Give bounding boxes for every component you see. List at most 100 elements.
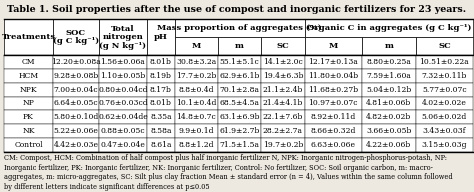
Bar	[53, 124, 99, 138]
Text: 8.19b: 8.19b	[150, 72, 172, 80]
Bar	[416, 37, 473, 55]
Text: 4.82±0.02b: 4.82±0.02b	[366, 113, 411, 121]
Text: 5.80±0.10d: 5.80±0.10d	[54, 113, 99, 121]
Bar	[147, 97, 174, 110]
Bar	[416, 83, 473, 97]
Text: 21.4±4.1b: 21.4±4.1b	[263, 99, 303, 108]
Text: 5.04±0.12b: 5.04±0.12b	[366, 86, 411, 94]
Bar	[362, 83, 416, 97]
Text: 4.81±0.06b: 4.81±0.06b	[366, 99, 411, 108]
Text: 68.5±4.5a: 68.5±4.5a	[219, 99, 260, 108]
Bar	[362, 138, 416, 152]
Bar	[362, 37, 416, 55]
Bar	[261, 138, 305, 152]
Bar	[305, 110, 362, 124]
Text: NPK: NPK	[19, 86, 37, 94]
Text: 12.17±0.13a: 12.17±0.13a	[308, 58, 358, 66]
Bar	[99, 97, 147, 110]
Text: 11.80±0.04b: 11.80±0.04b	[308, 72, 358, 80]
Text: 4.22±0.06b: 4.22±0.06b	[366, 141, 411, 149]
Text: 7.59±1.60a: 7.59±1.60a	[366, 72, 411, 80]
Text: 10.51±0.22a: 10.51±0.22a	[419, 58, 469, 66]
Bar	[147, 19, 174, 55]
Text: 0.47±0.04e: 0.47±0.04e	[100, 141, 146, 149]
Bar	[174, 110, 218, 124]
Text: 8.17b: 8.17b	[150, 86, 172, 94]
Bar	[4, 69, 53, 83]
Text: 9.9±0.1d: 9.9±0.1d	[179, 127, 214, 135]
Text: pH: pH	[154, 33, 168, 41]
Bar	[53, 110, 99, 124]
Bar	[261, 97, 305, 110]
Text: 1.10±0.05b: 1.10±0.05b	[100, 72, 146, 80]
Bar	[362, 55, 416, 69]
Bar	[99, 19, 147, 55]
Text: 11.68±0.27b: 11.68±0.27b	[308, 86, 358, 94]
Bar	[174, 83, 218, 97]
Text: NK: NK	[22, 127, 35, 135]
Bar	[147, 124, 174, 138]
Bar	[305, 124, 362, 138]
Bar	[305, 138, 362, 152]
Text: PK: PK	[23, 113, 34, 121]
Bar	[218, 55, 261, 69]
Bar	[53, 97, 99, 110]
Text: 71.5±1.5a: 71.5±1.5a	[219, 141, 260, 149]
Bar	[416, 124, 473, 138]
Text: M: M	[191, 42, 201, 50]
Bar	[305, 69, 362, 83]
Bar	[261, 69, 305, 83]
Bar	[218, 83, 261, 97]
Text: Treatments: Treatments	[1, 33, 55, 41]
Text: 6.64±0.05c: 6.64±0.05c	[54, 99, 98, 108]
Text: 8.66±0.32d: 8.66±0.32d	[310, 127, 356, 135]
Bar	[147, 138, 174, 152]
Bar	[362, 124, 416, 138]
Bar	[261, 37, 305, 55]
Bar	[147, 110, 174, 124]
Text: 8.01b: 8.01b	[150, 58, 172, 66]
Text: 7.00±0.04c: 7.00±0.04c	[54, 86, 98, 94]
Bar	[4, 55, 53, 69]
Bar	[147, 69, 174, 83]
Bar	[4, 124, 53, 138]
Bar	[174, 97, 218, 110]
Text: M: M	[328, 42, 338, 50]
Bar	[218, 69, 261, 83]
Bar	[305, 55, 362, 69]
Text: 0.76±0.03cd: 0.76±0.03cd	[98, 99, 148, 108]
Bar	[174, 124, 218, 138]
Text: 22.1±7.6b: 22.1±7.6b	[263, 113, 303, 121]
Text: CM: CM	[22, 58, 35, 66]
Text: 62.9±6.1b: 62.9±6.1b	[219, 72, 260, 80]
Bar	[99, 83, 147, 97]
Bar	[261, 55, 305, 69]
Text: 8.35a: 8.35a	[150, 113, 172, 121]
Text: 1.56±0.06a: 1.56±0.06a	[100, 58, 146, 66]
Bar	[53, 138, 99, 152]
Text: 5.77±0.07c: 5.77±0.07c	[422, 86, 467, 94]
Text: 8.92±0.11d: 8.92±0.11d	[310, 113, 356, 121]
Bar	[416, 69, 473, 83]
Bar	[218, 138, 261, 152]
Text: 9.28±0.08b: 9.28±0.08b	[54, 72, 99, 80]
Bar	[174, 55, 218, 69]
Bar	[174, 138, 218, 152]
Bar	[174, 37, 218, 55]
Text: SOC
(g C kg⁻¹): SOC (g C kg⁻¹)	[53, 29, 99, 46]
Bar	[416, 55, 473, 69]
Text: 8.01b: 8.01b	[150, 99, 172, 108]
Bar	[261, 110, 305, 124]
Text: 19.7±0.2b: 19.7±0.2b	[263, 141, 303, 149]
Text: 0.80±0.04cd: 0.80±0.04cd	[98, 86, 148, 94]
Text: SC: SC	[438, 42, 451, 50]
Bar	[305, 37, 362, 55]
Text: 0.62±0.04de: 0.62±0.04de	[98, 113, 148, 121]
Bar	[4, 110, 53, 124]
Text: CM: Compost, HCM: Combination of half compost plus half inorganic fertilizer N, : CM: Compost, HCM: Combination of half co…	[4, 154, 452, 191]
Bar	[4, 83, 53, 97]
Bar	[99, 138, 147, 152]
Text: 12.20±0.08a: 12.20±0.08a	[51, 58, 101, 66]
Bar	[416, 138, 473, 152]
Bar	[99, 110, 147, 124]
